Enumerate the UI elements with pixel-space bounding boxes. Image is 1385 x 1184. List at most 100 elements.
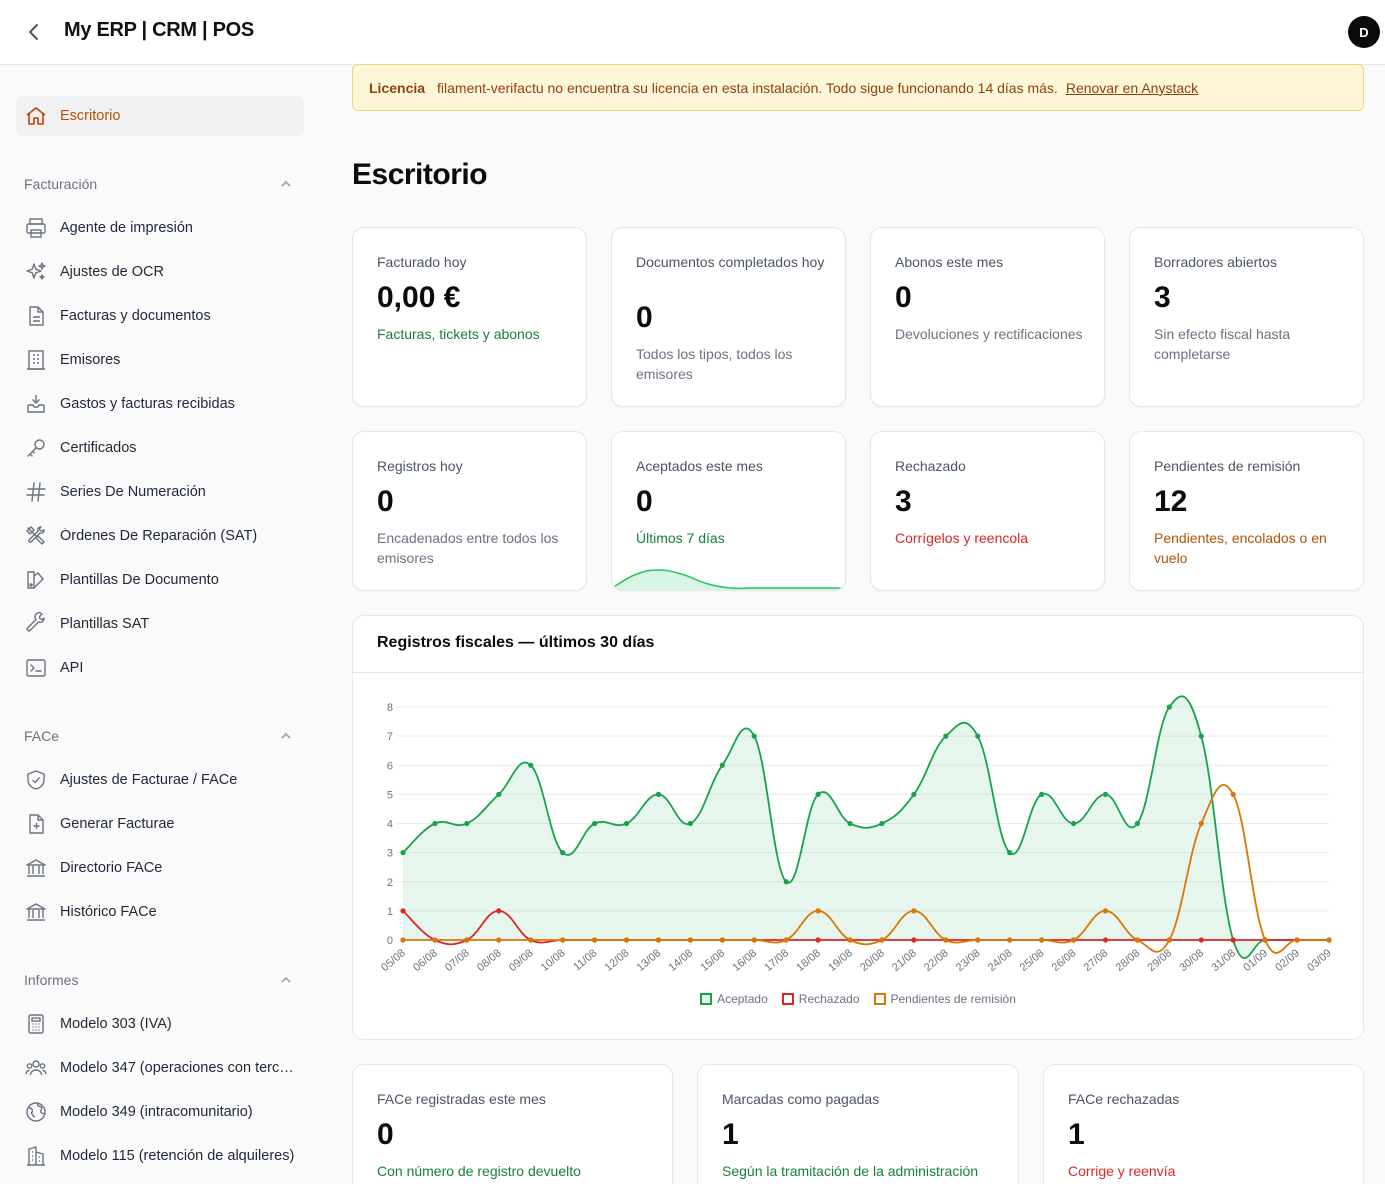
sidebar-item-modelo-347[interactable]: Modelo 347 (operaciones con terceros): [24, 1056, 304, 1080]
sidebar-item-ajustes-facturae[interactable]: Ajustes de Facturae / FACe: [24, 768, 304, 792]
data-point: [879, 820, 885, 827]
data-point: [751, 937, 757, 943]
sparkles-icon: [26, 262, 46, 280]
sidebar: Escritorio Facturación Agente de impresi…: [0, 65, 328, 1184]
data-point: [560, 850, 566, 856]
stat-card-marcadas-pagadas: Marcadas como pagadas 1 Según la tramita…: [697, 1064, 1019, 1184]
y-tick-label: 6: [387, 760, 393, 772]
sidebar-item-historico-face[interactable]: Histórico FACe: [24, 900, 304, 924]
data-point: [432, 820, 438, 827]
stat-description: Sin efecto fiscal hasta completarse: [1154, 326, 1291, 362]
sidebar-item-api[interactable]: API: [24, 656, 304, 680]
sidebar-item-escritorio[interactable]: Escritorio: [24, 104, 304, 128]
legend-item-aceptado[interactable]: Aceptado: [700, 992, 768, 1006]
sidebar-item-label: Histórico FACe: [60, 904, 157, 920]
data-point: [1166, 704, 1172, 710]
stat-card-registros-hoy: Registros hoy 0 Encadenados entre todos …: [352, 431, 587, 591]
stat-value: 0: [636, 485, 653, 518]
data-point: [464, 937, 470, 943]
chevron-up-icon[interactable]: [278, 176, 294, 192]
x-tick-label: 30/08: [1177, 947, 1206, 974]
data-point: [623, 820, 630, 827]
sidebar-item-directorio-face[interactable]: Directorio FACe: [24, 856, 304, 880]
data-point: [1007, 937, 1013, 943]
data-point: [1070, 820, 1077, 827]
stat-label: Registros hoy: [377, 458, 463, 474]
printer-icon: [26, 218, 46, 238]
renew-license-link[interactable]: Renovar en Anystack: [1065, 79, 1199, 96]
legend-swatch: [781, 993, 794, 1005]
x-tick-label: 13/08: [635, 947, 664, 974]
sidebar-item-label: Facturas y documentos: [60, 308, 211, 324]
sidebar-item-agente-impresion[interactable]: Agente de impresión: [24, 216, 304, 240]
hashtag-icon: [26, 482, 46, 502]
data-point: [1230, 937, 1236, 943]
x-tick-label: 10/08: [539, 947, 568, 974]
sidebar-item-plantillas-sat[interactable]: Plantillas SAT: [24, 612, 304, 636]
stat-value: 3: [1154, 281, 1171, 314]
banner-message: filament-verifactu no encuentra su licen…: [437, 79, 1058, 96]
sidebar-item-series[interactable]: Series De Numeración: [24, 480, 304, 504]
stat-card-face-rechazadas: FACe rechazadas 1 Corrige y reenvía: [1043, 1064, 1364, 1184]
sidebar-item-modelo-349[interactable]: Modelo 349 (intracomunitario): [24, 1100, 304, 1124]
y-tick-label: 0: [387, 935, 393, 947]
sidebar-item-plantillas-documento[interactable]: Plantillas De Documento: [24, 568, 304, 592]
data-point: [1102, 908, 1109, 914]
stat-card-rechazado: Rechazado 3 Corrígelos y reencola: [870, 431, 1105, 591]
user-avatar[interactable]: D: [1348, 16, 1380, 48]
calculator-icon: [28, 1014, 44, 1034]
sidebar-item-gastos[interactable]: Gastos y facturas recibidas: [24, 392, 304, 416]
sidebar-item-label: Escritorio: [60, 108, 121, 124]
sidebar-item-modelo-115[interactable]: Modelo 115 (retención de alquileres): [24, 1144, 304, 1168]
stat-description: Encadenados entre todos los emisores: [377, 530, 559, 566]
data-point: [847, 820, 853, 827]
chevron-up-icon[interactable]: [278, 972, 294, 988]
x-tick-label: 05/08: [379, 947, 408, 974]
data-point: [911, 937, 917, 943]
chevron-up-icon[interactable]: [278, 728, 294, 744]
sidebar-item-emisores[interactable]: Emisores: [24, 348, 304, 372]
data-point: [847, 937, 853, 943]
data-point: [911, 791, 917, 797]
legend-item-pendientes[interactable]: Pendientes de remisión: [873, 992, 1016, 1006]
data-point: [1102, 791, 1109, 797]
data-point: [943, 937, 949, 943]
x-tick-label: 12/08: [603, 947, 632, 974]
sidebar-item-ordenes-reparacion[interactable]: Órdenes De Reparación (SAT): [24, 524, 304, 548]
back-arrow-icon[interactable]: [22, 20, 46, 44]
sidebar-item-ajustes-ocr[interactable]: Ajustes de OCR: [24, 260, 304, 284]
data-point: [815, 908, 821, 914]
legend-swatch: [873, 993, 886, 1005]
data-point: [719, 937, 725, 943]
chart-title: Registros fiscales — últimos 30 días: [377, 634, 655, 651]
stat-card-pendientes-remision: Pendientes de remisión 12 Pendientes, en…: [1129, 431, 1364, 591]
sidebar-item-facturas-documentos[interactable]: Facturas y documentos: [24, 304, 304, 328]
x-tick-label: 22/08: [922, 947, 951, 974]
stat-value: 1: [722, 1118, 739, 1151]
sidebar-item-generar-facturae[interactable]: Generar Facturae: [24, 812, 304, 836]
sidebar-item-certificados[interactable]: Certificados: [24, 436, 304, 460]
legend-swatch: [700, 993, 713, 1005]
data-point: [496, 791, 502, 797]
license-banner: Licencia filament-verifactu no encuentra…: [352, 64, 1364, 111]
data-point: [528, 762, 534, 768]
data-point: [623, 937, 630, 943]
data-point: [591, 937, 598, 943]
sidebar-item-modelo-303[interactable]: Modelo 303 (IVA): [24, 1012, 304, 1036]
data-point: [655, 937, 662, 943]
stat-card-aceptados-mes: Aceptados este mes 0 Últimos 7 días: [611, 431, 846, 591]
data-point: [528, 937, 534, 943]
stat-card-abonos-mes: Abonos este mes 0 Devoluciones y rectifi…: [870, 227, 1105, 407]
y-tick-label: 2: [387, 877, 393, 889]
sidebar-item-label: Gastos y facturas recibidas: [60, 396, 235, 412]
sidebar-item-label: Plantillas SAT: [60, 616, 150, 632]
stat-label: FACe registradas este mes: [377, 1091, 546, 1107]
x-tick-label: 17/08: [762, 947, 791, 974]
y-tick-label: 3: [387, 848, 393, 860]
legend-item-rechazado[interactable]: Rechazado: [781, 992, 860, 1006]
sidebar-item-label: Modelo 347 (operaciones con terceros): [60, 1060, 296, 1076]
group-label-face: FACe: [24, 728, 60, 744]
sidebar-item-label: Plantillas De Documento: [60, 572, 219, 588]
data-point: [400, 850, 406, 856]
